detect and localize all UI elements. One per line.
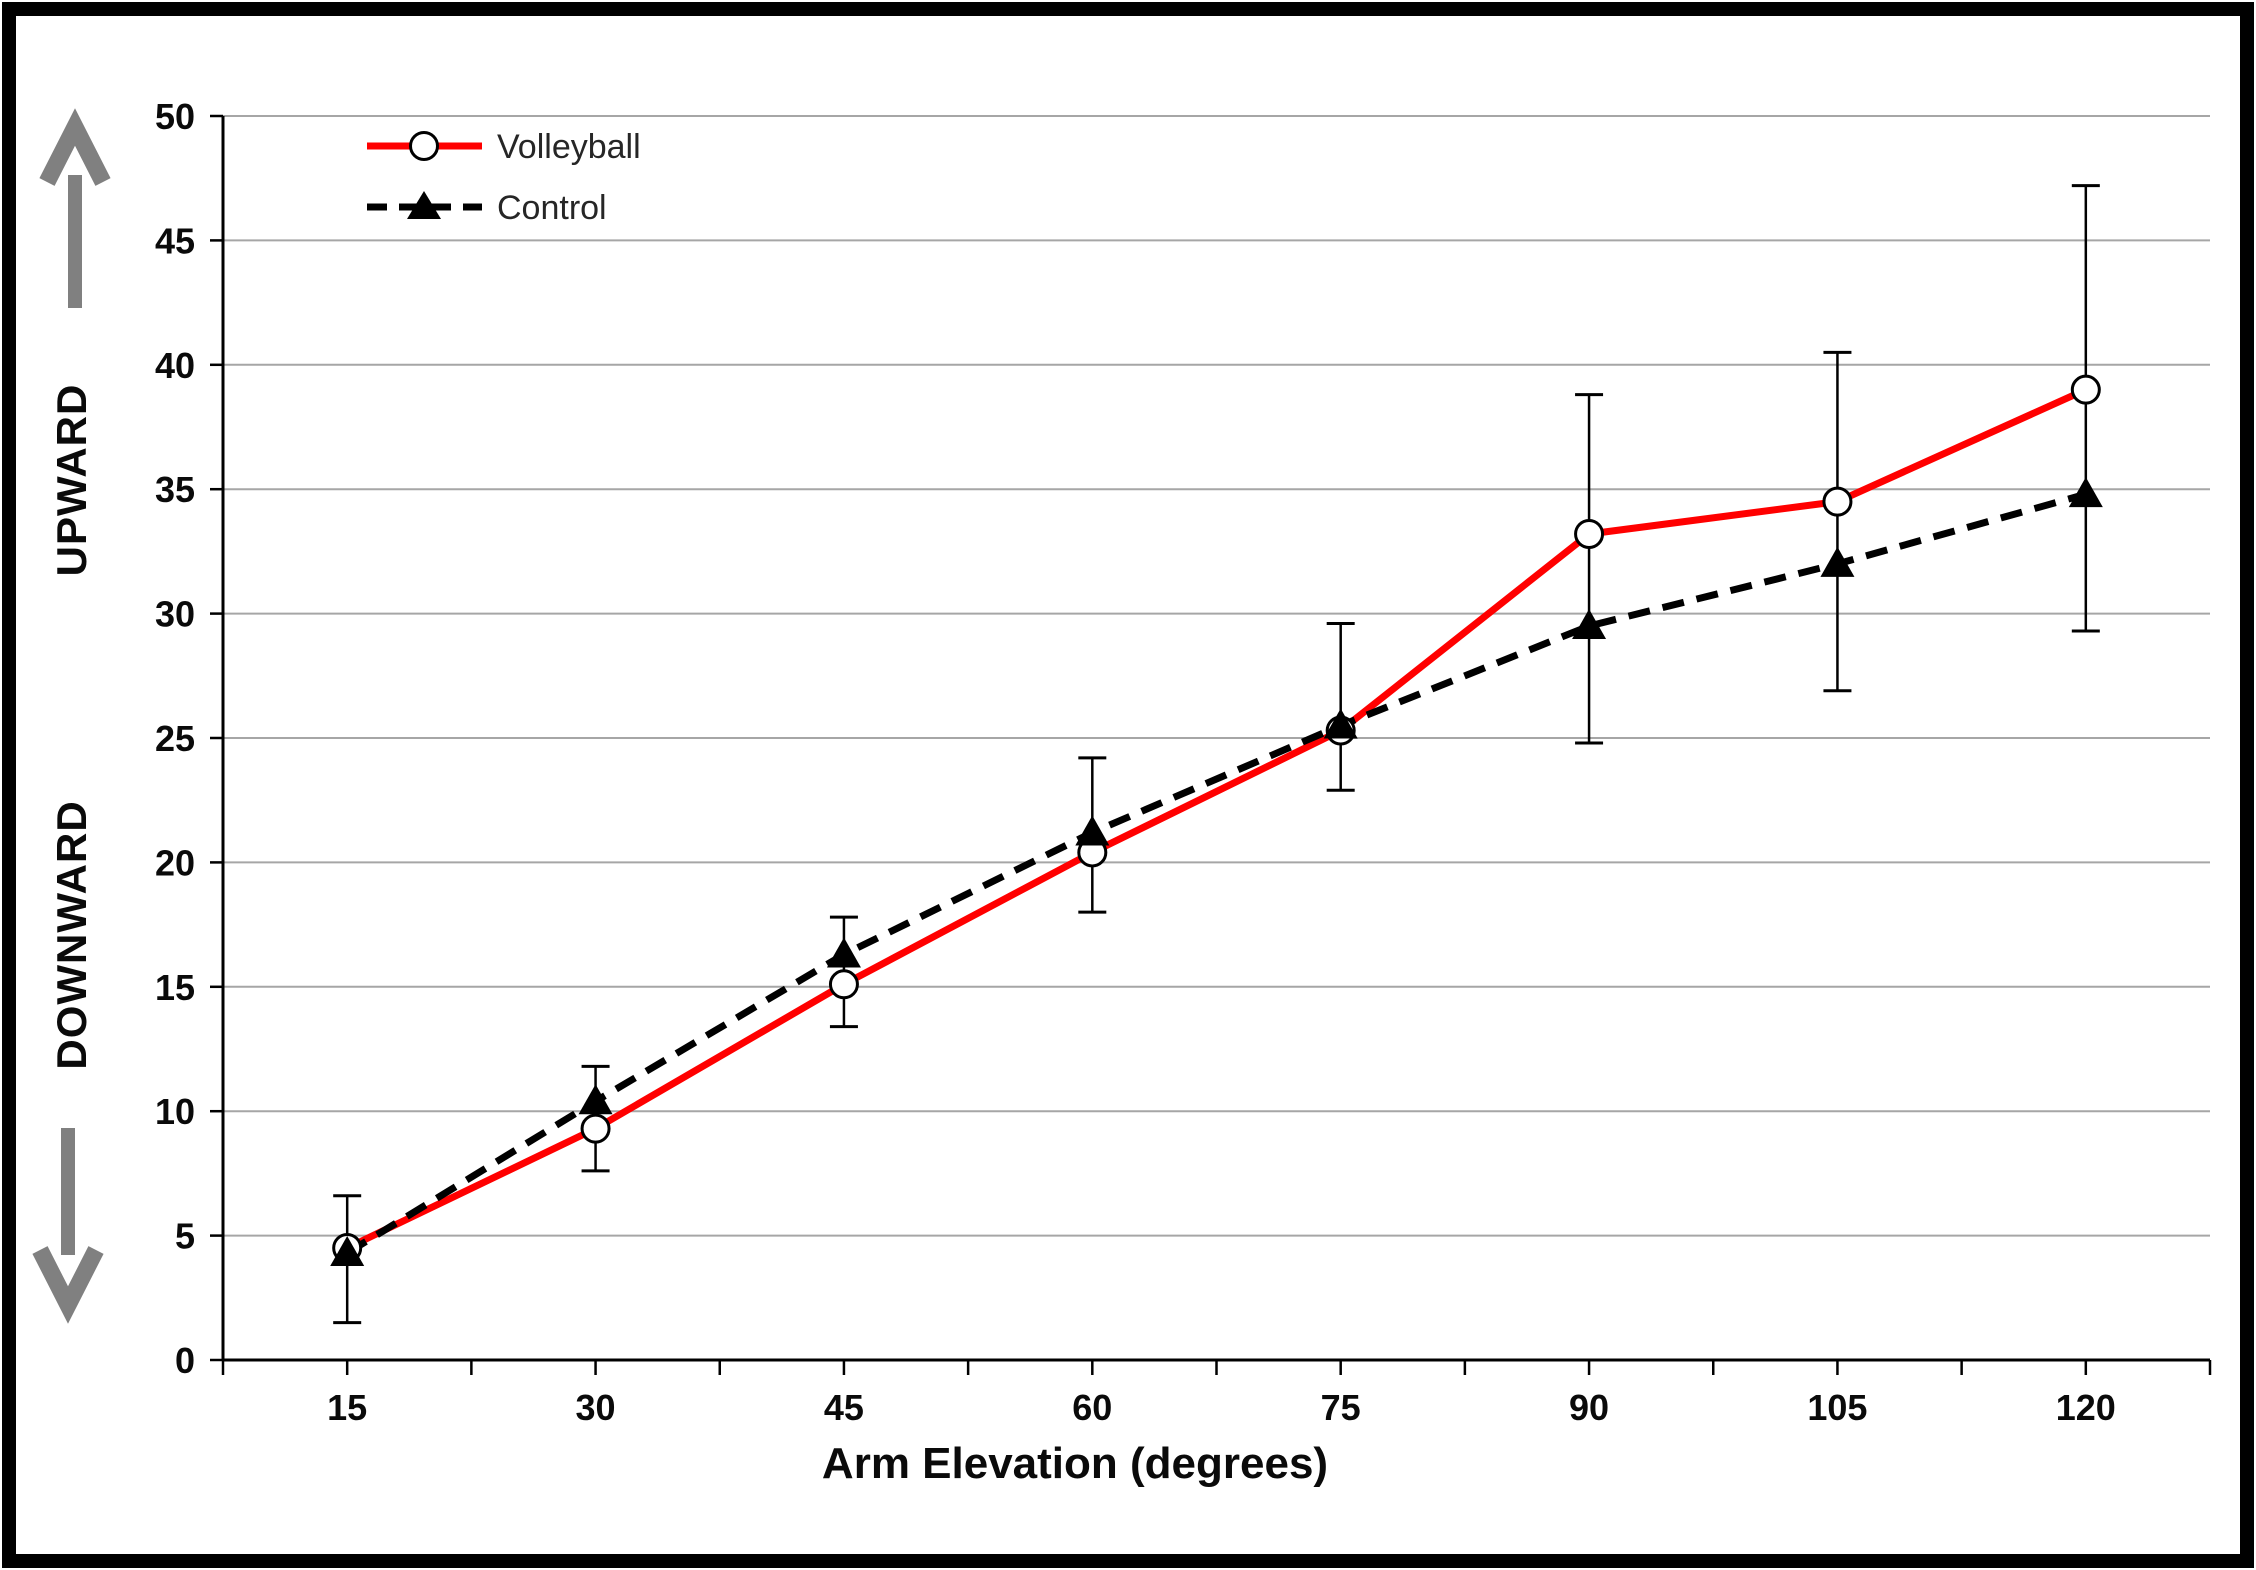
x-tick-label: 90 bbox=[1569, 1387, 1609, 1428]
y-tick-label: 30 bbox=[155, 594, 195, 635]
x-tick-label: 15 bbox=[327, 1387, 367, 1428]
control-marker-icon bbox=[2068, 477, 2103, 508]
y-tick-label: 15 bbox=[155, 967, 195, 1008]
x-tick-label: 60 bbox=[1072, 1387, 1112, 1428]
down-arrow-icon bbox=[32, 1128, 104, 1324]
volleyball-marker-icon bbox=[828, 969, 859, 1000]
volleyball-marker-icon bbox=[2070, 374, 2101, 405]
volleyball-marker-icon bbox=[580, 1113, 611, 1144]
chart-generated-layer: 15 30 45 60 75 90 105 120 0 5 10 15 20 25 30 35 40 45 50 bbox=[155, 96, 2212, 1428]
legend-control-marker-icon bbox=[407, 191, 441, 219]
y-tick-label: 10 bbox=[155, 1091, 195, 1132]
y-tick-label: 0 bbox=[175, 1340, 195, 1381]
legend-label-volleyball: Volleyball bbox=[497, 128, 641, 166]
control-marker-icon bbox=[1323, 708, 1358, 739]
x-tick-label: 45 bbox=[824, 1387, 864, 1428]
y-tick-label: 45 bbox=[155, 220, 195, 261]
y-tick-label: 20 bbox=[155, 842, 195, 883]
control-marker-icon bbox=[330, 1236, 365, 1267]
legend-label-control: Control bbox=[497, 189, 607, 227]
volleyball-line bbox=[345, 386, 2088, 1252]
y-axis-label-downward: DOWNWARD bbox=[48, 800, 95, 1069]
x-tick-label: 30 bbox=[576, 1387, 616, 1428]
y-tick-label: 40 bbox=[155, 345, 195, 386]
volleyball-marker-icon bbox=[1574, 518, 1605, 549]
x-tick-label: 105 bbox=[1807, 1387, 1867, 1428]
control-marker-icon bbox=[578, 1084, 613, 1115]
y-tick-label: 35 bbox=[155, 469, 195, 510]
legend: Volleyball Control bbox=[367, 128, 641, 227]
x-tick-label: 120 bbox=[2056, 1387, 2116, 1428]
y-tick-label: 25 bbox=[155, 718, 195, 759]
control-marker-icon bbox=[1572, 609, 1607, 640]
legend-volleyball-marker-icon bbox=[409, 131, 439, 161]
volleyball-marker-icon bbox=[1822, 486, 1853, 517]
control-marker-icon bbox=[826, 937, 861, 968]
y-tick-label: 50 bbox=[155, 96, 195, 137]
y-tick-label: 5 bbox=[175, 1216, 195, 1257]
control-marker-icon bbox=[1820, 546, 1855, 577]
control-marker-icon bbox=[1075, 815, 1110, 846]
x-axis-title: Arm Elevation (degrees) bbox=[822, 1439, 1328, 1488]
control-line bbox=[345, 490, 2087, 1257]
x-tick-label: 75 bbox=[1321, 1387, 1361, 1428]
up-arrow-icon bbox=[39, 108, 111, 308]
y-axis-label-upward: UPWARD bbox=[48, 384, 95, 577]
